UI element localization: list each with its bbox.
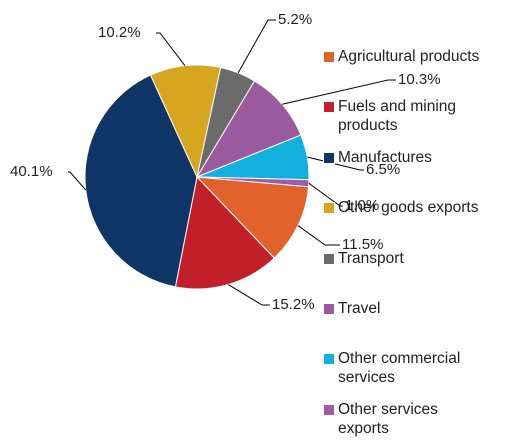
leader-line xyxy=(308,182,343,207)
leader-line xyxy=(68,171,87,191)
legend-swatch xyxy=(323,51,335,63)
pie-slice xyxy=(84,74,198,288)
pie-slice xyxy=(195,176,310,259)
legend-swatch xyxy=(323,202,335,214)
pie-slice xyxy=(196,176,310,188)
legend-item: Other goods exports xyxy=(323,198,508,217)
legend-label: Agricultural products xyxy=(338,48,480,65)
legend-swatch xyxy=(323,101,335,113)
pie-slice xyxy=(195,80,302,179)
legend-item: Other commercial services xyxy=(323,349,473,387)
legend-item: Manufactures xyxy=(323,148,508,167)
data-label: 15.2% xyxy=(272,296,315,313)
legend-swatch xyxy=(323,353,335,365)
data-label: 40.1% xyxy=(10,163,53,180)
legend-item: Agricultural products xyxy=(323,47,508,66)
leader-line xyxy=(156,32,186,66)
legend-label: Fuels and mining products xyxy=(338,98,457,134)
legend-item: Other services exports xyxy=(323,400,473,438)
legend-swatch xyxy=(323,253,335,265)
leader-line xyxy=(282,79,396,105)
legend-label: Other commercial services xyxy=(338,350,461,386)
legend-label: Manufactures xyxy=(338,149,432,166)
leader-line xyxy=(237,19,276,74)
legend-swatch xyxy=(323,303,335,315)
legend-swatch xyxy=(323,152,335,164)
data-label: 10.3% xyxy=(398,71,441,88)
pie-slice xyxy=(174,175,275,290)
legend-label: Travel xyxy=(338,300,381,317)
legend-item: Transport xyxy=(323,249,508,268)
legend-label: Other goods exports xyxy=(338,199,479,216)
legend-label: Other services exports xyxy=(338,401,438,437)
data-label: 1.0% xyxy=(345,197,379,214)
data-label: 11.5% xyxy=(342,236,383,253)
leader-line xyxy=(228,284,270,306)
data-label: 10.2% xyxy=(98,24,141,41)
pie-slice xyxy=(149,64,222,179)
legend-swatch xyxy=(323,404,335,416)
data-label: 6.5% xyxy=(366,161,400,178)
legend-item: Travel xyxy=(323,299,508,318)
leader-line xyxy=(297,225,340,246)
data-label: 5.2% xyxy=(278,11,312,28)
legend-label: Transport xyxy=(338,250,404,267)
legend-item: Fuels and mining products xyxy=(323,97,473,135)
